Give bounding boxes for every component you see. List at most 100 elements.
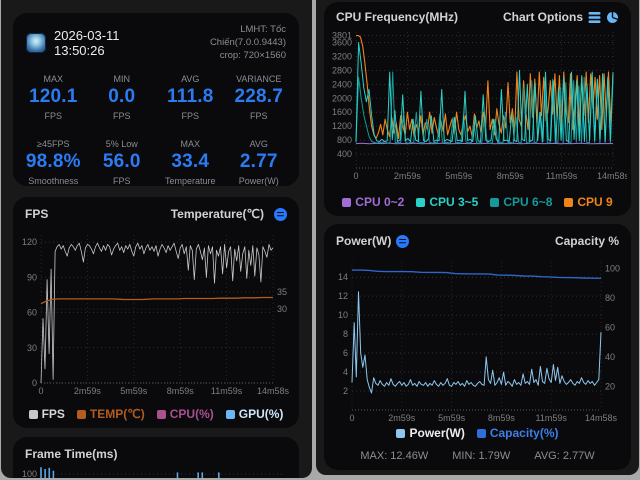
svg-text:2400: 2400 — [332, 79, 352, 89]
legend-item[interactable]: FPS — [28, 407, 65, 421]
svg-text:2m59s: 2m59s — [74, 386, 102, 396]
svg-text:3200: 3200 — [332, 51, 352, 61]
svg-text:4: 4 — [343, 367, 348, 377]
legend-swatch — [476, 428, 486, 438]
cpu-chart-header: CPU Frequency(MHz) Chart Options — [324, 2, 631, 24]
stat-bottom-label: Smoothness — [28, 176, 79, 187]
legend-label: CPU 0~2 — [355, 195, 405, 209]
legend-item[interactable]: CPU 3~5 — [416, 195, 478, 209]
fps-chart-header: FPS Temperature(℃) — [13, 197, 299, 221]
legend-item[interactable]: CPU 0~2 — [342, 195, 404, 209]
legend-item[interactable]: TEMP(℃) — [76, 407, 145, 421]
svg-text:11m59s: 11m59s — [211, 386, 243, 396]
legend-swatch — [342, 197, 352, 207]
svg-text:2800: 2800 — [332, 65, 352, 75]
svg-text:5m59s: 5m59s — [445, 171, 473, 181]
legend-item[interactable]: GPU(%) — [225, 407, 283, 421]
stat-top-label: 5% Low — [105, 139, 138, 150]
left-screenshot: 2026-03-11 13:50:26 LMHT: Tốc Chiến(7.0.… — [1, 0, 312, 478]
legend-swatch — [225, 409, 235, 419]
legend-item[interactable]: CPU(%) — [156, 407, 214, 421]
stat-top-label: MAX — [180, 139, 200, 150]
svg-text:800: 800 — [337, 135, 352, 145]
svg-text:100: 100 — [605, 264, 620, 274]
stat-top-label: ≥45FPS — [37, 139, 70, 150]
svg-text:30: 30 — [277, 304, 287, 314]
legend-swatch — [156, 409, 166, 419]
svg-text:100: 100 — [22, 469, 37, 478]
svg-text:14m58s: 14m58s — [597, 171, 627, 181]
svg-text:2000: 2000 — [332, 93, 352, 103]
stat-value: 228.7 — [234, 86, 284, 108]
pie-chart-icon[interactable] — [606, 11, 619, 24]
legend-item[interactable]: CPU 9 — [564, 195, 613, 209]
stat-value: 120.1 — [28, 86, 78, 108]
svg-text:11m59s: 11m59s — [536, 413, 568, 423]
power-capacity-card: Power(W) Capacity % 2 4 6 8 10 12 14 20 40 60 80 10… — [324, 224, 631, 470]
crop-info: crop: 720×1560 — [219, 49, 286, 61]
legend-label: FPS — [41, 407, 65, 421]
legend-label: TEMP(℃) — [89, 407, 145, 421]
legend-item[interactable]: Power(W) — [396, 426, 465, 440]
legend-label: Capacity(%) — [489, 426, 559, 440]
stat-bottom-label: Temperature — [164, 176, 216, 187]
stat-value: 0.0 — [108, 86, 136, 108]
cpu-frequency-card: CPU Frequency(MHz) Chart Options 400 800 1… — [324, 2, 631, 216]
svg-text:120: 120 — [22, 237, 37, 247]
svg-text:0: 0 — [349, 413, 354, 423]
frame-time-svg: 100 — [22, 467, 285, 478]
legend-item[interactable]: CPU 6~8 — [490, 195, 552, 209]
svg-text:14: 14 — [338, 272, 348, 282]
svg-text:8m59s: 8m59s — [497, 171, 525, 181]
legend-swatch — [396, 428, 406, 438]
stat-bottom-label: FPS — [181, 111, 199, 122]
svg-text:11m59s: 11m59s — [546, 171, 578, 181]
temperature-title: Temperature(℃) — [170, 207, 264, 221]
stat-cell: 5% Low 56.0 FPS — [88, 139, 157, 186]
legend-swatch — [28, 409, 38, 419]
fps-chart-legend: FPS TEMP(℃) CPU(%) GPU(%) — [13, 407, 299, 421]
legend-swatch — [76, 409, 86, 419]
stat-top-label: MAX — [43, 74, 63, 85]
svg-text:2m59s: 2m59s — [394, 171, 422, 181]
svg-text:8m59s: 8m59s — [488, 413, 516, 423]
svg-text:60: 60 — [27, 308, 37, 318]
stat-bottom-label: FPS — [112, 111, 131, 122]
frame-time-title: Frame Time(ms) — [25, 447, 118, 461]
svg-text:14m58s: 14m58s — [585, 413, 618, 423]
svg-text:3600: 3600 — [332, 37, 352, 47]
power-stats-row: MAX: 12.46W MIN: 1.79W AVG: 2.77W — [324, 450, 631, 462]
cpu-frequency-title: CPU Frequency(MHz) — [336, 10, 459, 24]
stat-cell: ≥45FPS 98.8% Smoothness — [19, 139, 88, 186]
svg-text:8: 8 — [343, 329, 348, 339]
options-circle-icon[interactable] — [274, 207, 287, 221]
legend-item[interactable]: Capacity(%) — [476, 426, 559, 440]
svg-text:35: 35 — [277, 287, 287, 297]
summary-header: 2026-03-11 13:50:26 LMHT: Tốc Chiến(7.0.… — [13, 13, 299, 64]
capacity-title: Capacity % — [554, 234, 619, 248]
fps-chart-card: FPS Temperature(℃) 0 30 60 90 120 30 35 0 2m59s 5… — [13, 197, 299, 428]
svg-text:3801: 3801 — [332, 30, 352, 40]
summary-stats: MAX 120.1 FPS MIN 0.0 FPS AVG 111.8 FPS VARIANCE 2… — [13, 64, 299, 186]
svg-text:14m58s: 14m58s — [257, 386, 290, 396]
svg-text:2: 2 — [343, 386, 348, 396]
game-info: LMHT: Tốc Chiến(7.0.0.9443) crop: 720×15… — [168, 24, 286, 62]
options-circle-icon[interactable] — [396, 234, 410, 248]
power-min-stat: MIN: 1.79W — [452, 450, 511, 462]
stat-bottom-label: FPS — [249, 111, 268, 122]
stat-cell: AVG 111.8 FPS — [156, 74, 225, 121]
record-datetime: 2026-03-11 13:50:26 — [54, 28, 120, 59]
frame-time-chart: 100 — [17, 463, 295, 478]
stat-cell: MAX 33.4 Temperature — [156, 139, 225, 186]
summary-card: 2026-03-11 13:50:26 LMHT: Tốc Chiến(7.0.… — [13, 13, 299, 186]
stacked-bars-icon[interactable] — [588, 11, 601, 24]
power-avg-stat: AVG: 2.77W — [534, 450, 595, 462]
svg-text:5m59s: 5m59s — [120, 386, 148, 396]
svg-text:60: 60 — [605, 322, 615, 332]
fps-temp-chart: 0 30 60 90 120 30 35 0 2m59s 5m59s 8m59s 11m59s 14m5… — [17, 227, 295, 397]
svg-text:0: 0 — [38, 386, 43, 396]
stat-cell: AVG 2.77 Power(W) — [225, 139, 294, 186]
stat-value: 33.4 — [171, 151, 210, 173]
svg-text:1600: 1600 — [332, 107, 352, 117]
